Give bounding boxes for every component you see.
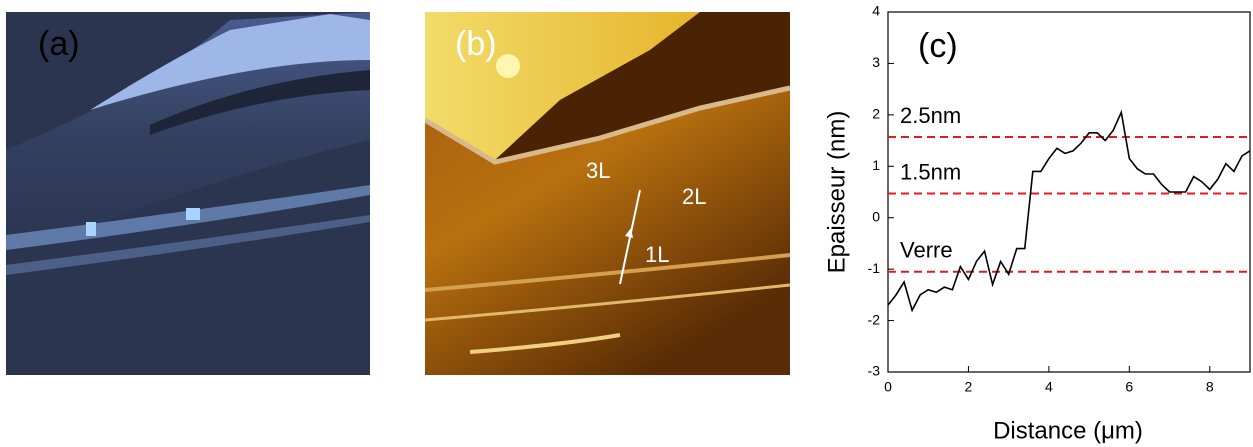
y-tick-label: 2	[872, 106, 880, 122]
panel-label: (c)	[918, 27, 958, 65]
layer-label: 3L	[586, 158, 610, 183]
layer-label: 1L	[645, 242, 669, 267]
x-tick-label: 6	[1125, 379, 1133, 395]
panel-label: (a)	[38, 25, 80, 63]
reference-label: 1.5nm	[900, 159, 961, 184]
y-tick-label: 4	[872, 3, 880, 19]
optical-image	[6, 12, 370, 375]
y-tick-label: 3	[872, 54, 880, 70]
x-tick-label: 4	[1045, 379, 1053, 395]
y-axis-label: Epaisseur (nm)	[823, 111, 850, 274]
x-axis-label: Distance (μm)	[993, 417, 1143, 444]
reference-label: Verre	[900, 238, 953, 263]
y-tick-label: 0	[872, 208, 880, 224]
panel-label: (b)	[455, 25, 497, 63]
plot: 0 2 4 6 8 -3 -2 -1 0 1 2 3 4 2.5nm 1.5nm Verre	[868, 3, 1251, 395]
x-tick-label: 8	[1206, 379, 1214, 395]
afm-image	[425, 12, 790, 375]
plot-frame	[887, 11, 1251, 373]
x-tick-label: 0	[884, 379, 892, 395]
x-tick-label: 2	[965, 379, 973, 395]
y-tick-label: -2	[868, 311, 881, 327]
y-tick-label: 1	[872, 157, 880, 173]
reference-label: 2.5nm	[900, 103, 961, 128]
y-tick-label: -3	[868, 363, 881, 379]
y-tick-label: -1	[868, 260, 881, 276]
data-line	[887, 109, 1251, 313]
layer-label: 2L	[682, 184, 706, 209]
